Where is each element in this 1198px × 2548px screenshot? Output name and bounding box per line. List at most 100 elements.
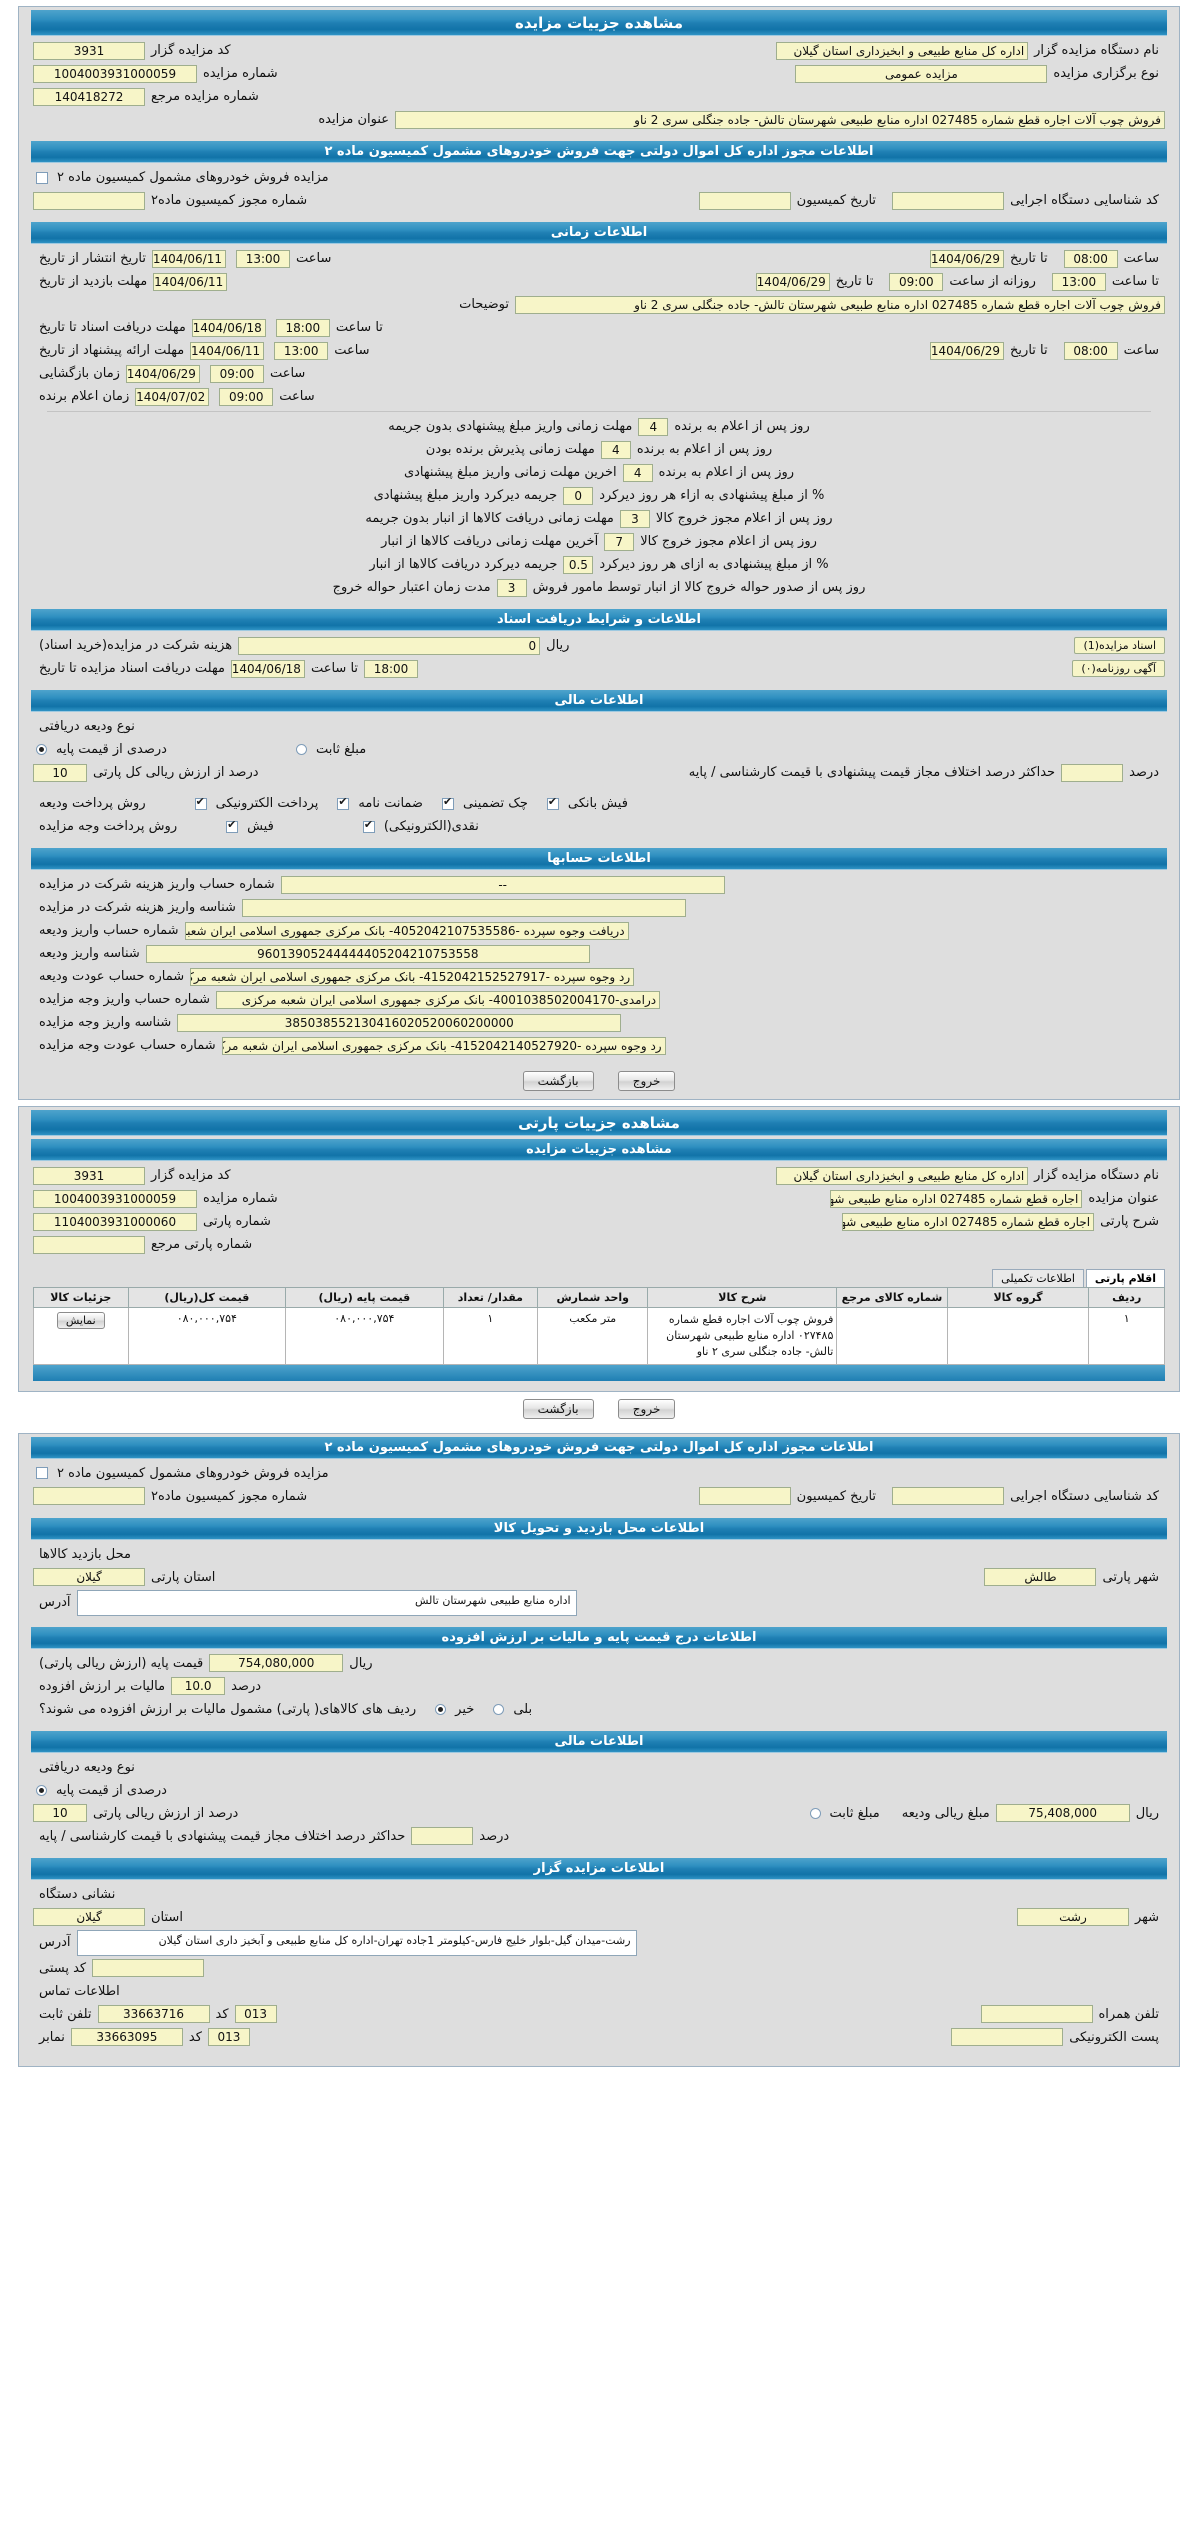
ai-postal-value[interactable] (92, 1959, 205, 1978)
auctioneer-name-value[interactable]: اداره کل منابع طبیعی و ابخیزداری استان گ… (776, 41, 1029, 60)
phone-code-value[interactable]: 013 (234, 2005, 277, 2024)
newspaper-ad-button[interactable]: آگهی روزنامه(٠) (1072, 660, 1165, 677)
subject-value[interactable]: فروش چوب آلات اجاره قطع شماره 027485 ادا… (395, 110, 1165, 129)
vat-value[interactable]: 10.0 (171, 1677, 226, 1696)
account-3-value[interactable]: 96013905244444405204210753558 (145, 944, 590, 963)
panel2-back-button[interactable]: بازگشت (522, 1398, 594, 1419)
offer-date2[interactable]: 1404/06/29 (930, 341, 1005, 360)
account-4-value[interactable]: رد وجوه سپرده -4152042152527917- بانک مر… (190, 967, 635, 986)
party-auctioneer-name-value[interactable]: اداره کل منابع طبیعی و ابخیزداری استان گ… (776, 1166, 1029, 1185)
docs-deadline-time2[interactable]: 18:00 (364, 659, 419, 678)
show-detail-button[interactable]: نمایش (56, 1312, 105, 1329)
account-2-value[interactable]: دریافت وجوه سپرده -4052042107535586- بان… (184, 921, 629, 940)
panel1-exit-button[interactable]: خروج (617, 1071, 676, 1091)
party-desc-value[interactable]: اجاره قطع شماره 027485 اداره منابع طبیعی… (842, 1212, 1095, 1231)
permit-number-value[interactable] (33, 191, 145, 210)
visit-time2[interactable]: 13:00 (1051, 272, 1106, 291)
visit-date2[interactable]: 1404/06/29 (755, 272, 830, 291)
party-number-value[interactable]: 1104003931000060 (33, 1212, 197, 1231)
docs-deadline-time[interactable]: 18:00 (275, 318, 330, 337)
commission-checkbox[interactable] (36, 171, 48, 184)
p3-fixed-radio[interactable] (809, 1807, 821, 1819)
p3-percent-value[interactable]: 10 (33, 1804, 87, 1823)
publish-time1[interactable]: 13:00 (236, 249, 291, 268)
docs-deadline-date[interactable]: 1404/06/18 (191, 318, 266, 337)
reference-number-value[interactable]: 140418272 (33, 87, 145, 106)
penalty-6-value[interactable]: 0.5 (563, 555, 594, 574)
account-6-value[interactable]: 385038552130416020520060200000 (177, 1013, 622, 1032)
opening-date[interactable]: 1404/06/29 (125, 364, 200, 383)
p3-deposit-amount-value[interactable]: 75,408,000 (995, 1804, 1130, 1823)
account-1-value[interactable] (241, 898, 686, 917)
party-auction-title-value[interactable]: اجاره قطع شماره 027485 اداره منابع طبیعی… (830, 1189, 1083, 1208)
max-diff-value[interactable] (1061, 763, 1124, 782)
account-7-value[interactable]: رد وجوه سپرده -4152042140527920- بانک مر… (221, 1036, 666, 1055)
publish-time2[interactable]: 08:00 (1063, 249, 1118, 268)
offer-time2[interactable]: 08:00 (1063, 341, 1118, 360)
fax-value[interactable]: 33663095 (70, 2028, 183, 2047)
vat-yes-radio[interactable] (493, 1703, 505, 1715)
p3-exec-device-id-value[interactable] (892, 1487, 1005, 1506)
mobile-value[interactable] (980, 2005, 1093, 2024)
base-price-value[interactable]: 754,080,000 (209, 1654, 344, 1673)
p3-max-diff-value[interactable] (411, 1827, 474, 1846)
deposit-method-2-checkbox[interactable] (441, 796, 454, 810)
tab-additional-info[interactable]: اطلاعات تکمیلی (992, 1269, 1084, 1287)
payment-method-0-checkbox[interactable] (226, 819, 239, 833)
percent-base-radio[interactable] (36, 744, 47, 755)
p3-percent-radio[interactable] (36, 1784, 47, 1796)
fixed-amount-radio[interactable] (295, 744, 307, 755)
p3-commission-checkbox[interactable] (36, 1467, 48, 1480)
auction-documents-button[interactable]: اسناد مزایده(1) (1074, 637, 1165, 654)
visit-address-value[interactable]: اداره منابع طبیعی شهرستان تالش (76, 1589, 577, 1616)
winner-date[interactable]: 1404/07/02 (135, 387, 210, 406)
winner-time[interactable]: 09:00 (219, 387, 274, 406)
penalty-3-value[interactable]: 0 (563, 486, 594, 505)
description-value[interactable]: فروش چوب آلات اجاره قطع شماره 027485 ادا… (515, 295, 1165, 314)
ai-province-value[interactable]: گیلان (33, 1908, 145, 1927)
auction-number-value[interactable]: 1004003931000059 (33, 64, 197, 83)
p3-commission-date-value[interactable] (698, 1487, 791, 1506)
auctioneer-code-value[interactable]: 3931 (33, 41, 145, 60)
ai-city-value[interactable]: رشت (1016, 1908, 1129, 1927)
visit-city-value[interactable]: طالش (984, 1568, 1097, 1587)
deposit-method-1-checkbox[interactable] (337, 796, 350, 810)
ref-party-value[interactable] (33, 1235, 145, 1254)
commission-date-value[interactable] (698, 191, 791, 210)
vat-no-radio[interactable] (435, 1703, 447, 1715)
panel1-back-button[interactable]: بازگشت (522, 1071, 594, 1091)
visit-time1[interactable]: 09:00 (889, 272, 944, 291)
p3-permit-number-value[interactable] (33, 1487, 145, 1506)
penalty-1-value[interactable]: 4 (600, 440, 631, 459)
panel2-exit-button[interactable]: خروج (617, 1398, 676, 1419)
penalty-5-value[interactable]: 7 (604, 532, 635, 551)
payment-method-1-checkbox[interactable] (362, 819, 375, 833)
fax-code-value[interactable]: 013 (207, 2028, 250, 2047)
visit-province-value[interactable]: گیلان (33, 1568, 145, 1587)
account-5-value[interactable]: درامدی-4001038502004170- بانک مرکزی جمهو… (216, 990, 661, 1009)
penalty-7-value[interactable]: 3 (496, 578, 527, 597)
deposit-method-0-checkbox[interactable] (194, 796, 207, 810)
account-0-value[interactable]: -- (280, 875, 725, 894)
opening-time[interactable]: 09:00 (209, 364, 264, 383)
docs-deadline-date2[interactable]: 1404/06/18 (230, 659, 305, 678)
deposit-method-3-checkbox[interactable] (546, 796, 559, 810)
offer-time1[interactable]: 13:00 (274, 341, 329, 360)
penalty-4-value[interactable]: 3 (619, 509, 650, 528)
party-auctioneer-code-value[interactable]: 3931 (33, 1166, 145, 1185)
offer-date1[interactable]: 1404/06/11 (190, 341, 265, 360)
tab-party-items[interactable]: اقلام پارتی (1085, 1269, 1165, 1287)
ai-address-value[interactable]: رشت-میدان گیل-بلوار خلیج فارس-کیلومتر 1ج… (76, 1929, 637, 1956)
penalty-0-value[interactable]: 4 (638, 417, 669, 436)
email-value[interactable] (951, 2028, 1064, 2047)
visit-date1[interactable]: 1404/06/11 (153, 272, 228, 291)
docs-cost-value[interactable]: 0 (238, 636, 541, 655)
phone-value[interactable]: 33663716 (97, 2005, 210, 2024)
holding-type-value[interactable]: مزایده عمومی (795, 64, 1048, 83)
publish-date2[interactable]: 1404/06/29 (930, 249, 1005, 268)
penalty-2-value[interactable]: 4 (622, 463, 653, 482)
percent-value[interactable]: 10 (33, 763, 87, 782)
party-auction-number-value[interactable]: 1004003931000059 (33, 1189, 197, 1208)
publish-date1[interactable]: 1404/06/11 (152, 249, 227, 268)
exec-device-id-value[interactable] (892, 191, 1005, 210)
